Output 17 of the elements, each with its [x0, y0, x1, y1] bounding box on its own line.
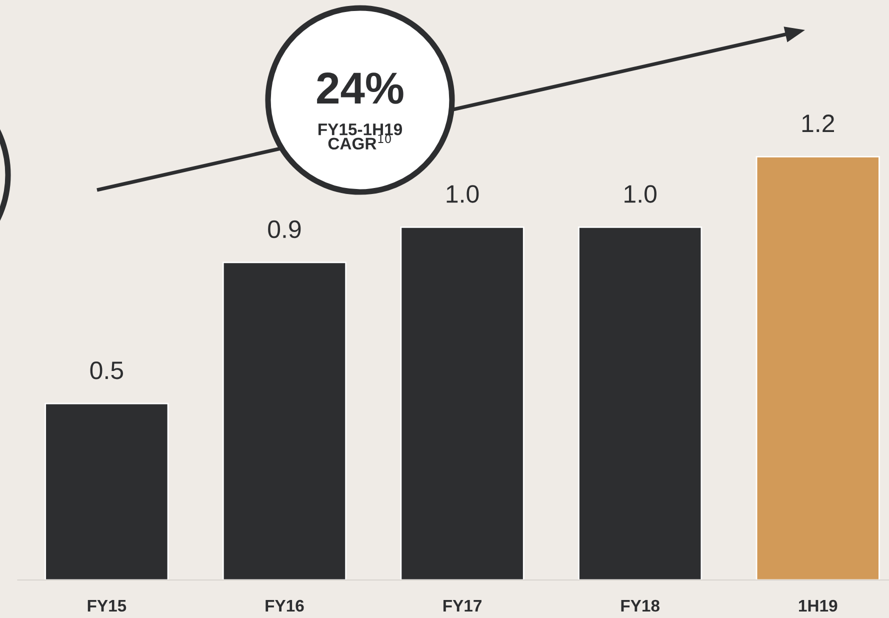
x-tick-label: FY16	[266, 600, 304, 612]
data-label: 1.0	[446, 185, 479, 203]
bar	[756, 156, 880, 580]
bar	[222, 262, 347, 580]
bar	[578, 226, 702, 580]
x-tick-label: FY15	[88, 600, 126, 612]
data-label: 1.0	[624, 185, 656, 203]
text: 24%	[317, 72, 404, 104]
x-tick-label: FY17	[443, 600, 482, 612]
data-label: 1.2	[802, 114, 834, 132]
bar	[400, 226, 524, 580]
data-label: 0.5	[90, 362, 124, 380]
data-label: 0.9	[268, 220, 301, 238]
x-tick-label: FY18	[621, 600, 660, 612]
text: FY15-1H19 CAGR$^{10}$	[318, 124, 402, 150]
x-tick-label: 1H19	[799, 600, 838, 612]
bar	[44, 402, 169, 580]
